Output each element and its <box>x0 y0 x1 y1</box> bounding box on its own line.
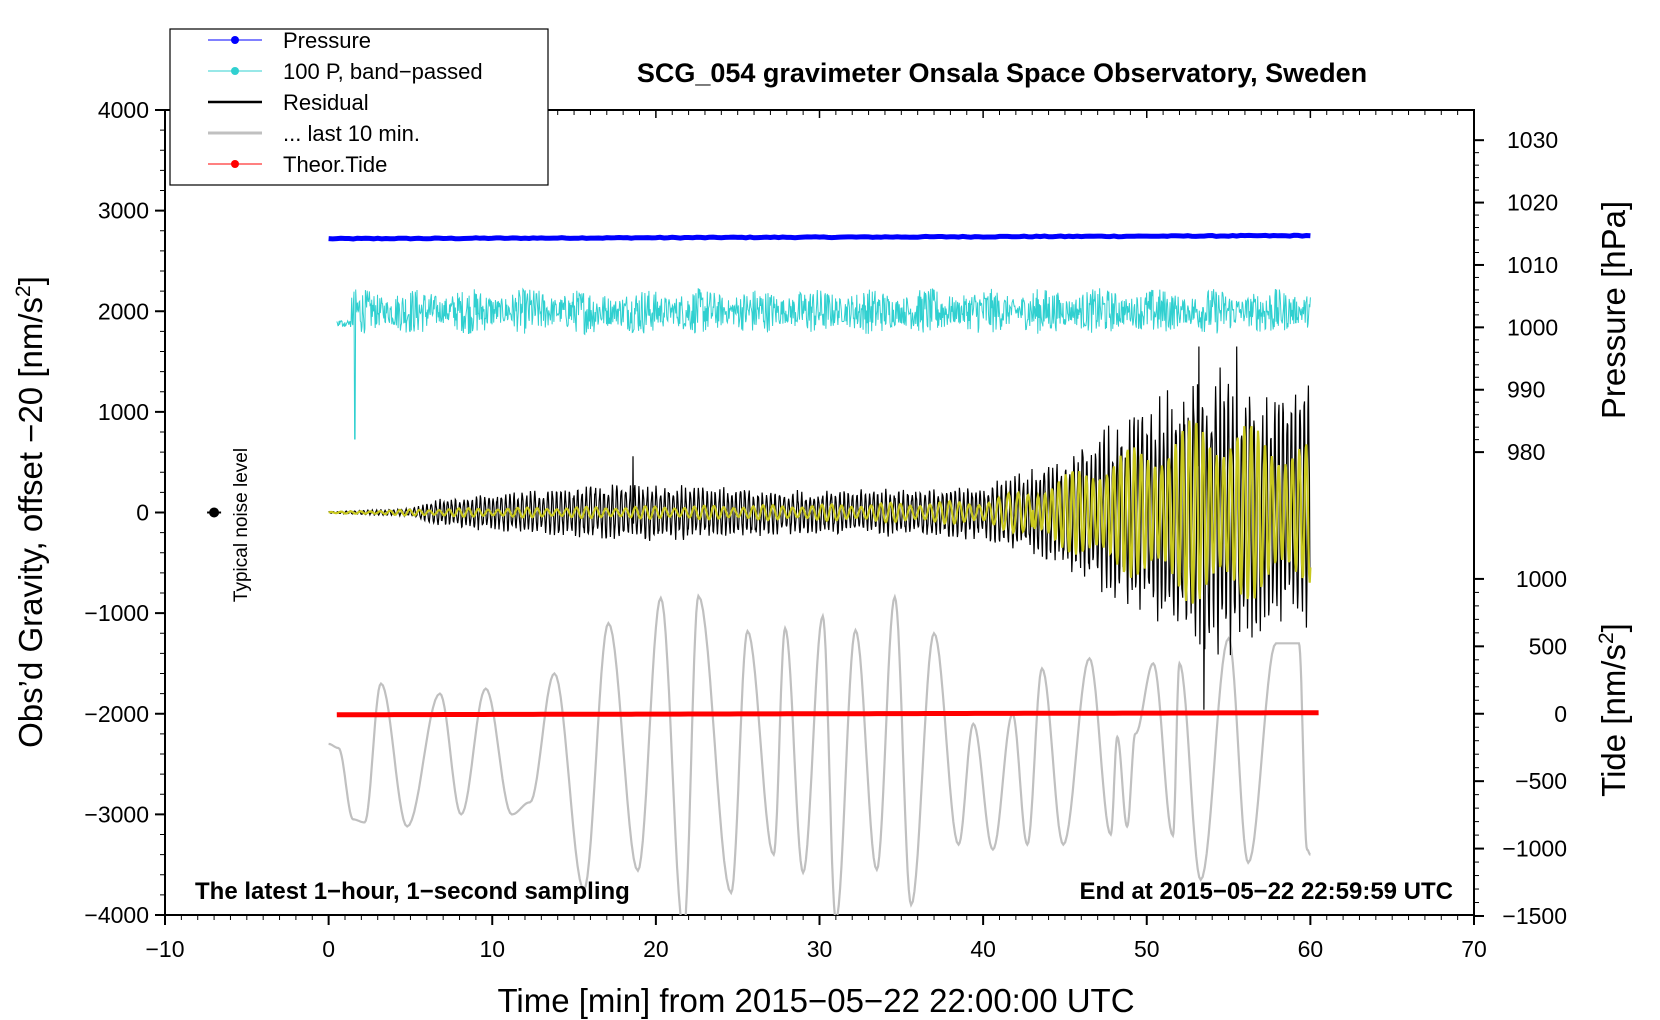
legend-item: ... last 10 min. <box>208 121 420 146</box>
tide-axis-ticks: 1000 500 0 −500 −1000 −1500 <box>1474 566 1567 929</box>
x-axis-ticks: −10 0 10 20 30 40 50 60 70 <box>145 110 1487 962</box>
tide-tick-label: −1000 <box>1502 836 1567 862</box>
legend: Pressure 100 P, band−passed Residual ... la… <box>169 28 549 186</box>
chart-title: SCG_054 gravimeter Onsala Space Observat… <box>637 58 1367 88</box>
pressure-tick-label: 990 <box>1507 377 1545 403</box>
y-tick-label: −2000 <box>84 701 149 727</box>
pressure-tick-label: 980 <box>1507 439 1545 465</box>
legend-label: Residual <box>283 90 369 115</box>
legend-item: Theor.Tide <box>208 152 387 177</box>
tide-tick-label: −1500 <box>1502 903 1567 929</box>
legend-label: ... last 10 min. <box>283 121 420 146</box>
legend-box <box>169 28 549 186</box>
legend-item: 100 P, band−passed <box>208 59 483 84</box>
left-axis-label-end: ] <box>12 276 49 285</box>
tide-tick-label: 0 <box>1554 701 1567 727</box>
minor-ticks <box>160 110 1479 920</box>
x-axis-label: Time [min] from 2015−05−22 22:00:00 UTC <box>497 982 1134 1019</box>
x-tick-label: 30 <box>807 936 833 962</box>
tide-axis-label-main: Tide [nm/s <box>1595 644 1632 797</box>
noise-level-label: Typical noise level <box>231 448 252 602</box>
noise-level-marker <box>207 507 222 518</box>
y-tick-label: 3000 <box>98 198 149 224</box>
left-axis-label: Obs’d Gravity, offset −20 [nm/s2] <box>12 276 49 748</box>
tide-tick-label: 500 <box>1529 633 1567 659</box>
left-axis-label-sup: 2 <box>12 285 35 297</box>
y-tick-label: 1000 <box>98 399 149 425</box>
legend-item: Residual <box>208 90 369 115</box>
series-residual <box>328 346 1311 710</box>
tide-axis-label: Tide [nm/s2] <box>1595 623 1632 797</box>
legend-label: Theor.Tide <box>283 152 387 177</box>
y-tick-label: −3000 <box>84 801 149 827</box>
x-tick-label: 60 <box>1298 936 1324 962</box>
series-last-10-min <box>328 593 1311 915</box>
y-tick-label: 0 <box>136 500 149 526</box>
series-theor-tide <box>336 710 1319 718</box>
x-tick-label: 70 <box>1461 936 1487 962</box>
annotation-left: The latest 1−hour, 1−second sampling <box>195 878 630 905</box>
y-tick-label: 4000 <box>98 97 149 123</box>
y-tick-label: −1000 <box>84 600 149 626</box>
legend-marker <box>231 36 239 44</box>
x-tick-label: −10 <box>145 936 184 962</box>
series-band-passed-pressure <box>336 287 1311 440</box>
x-tick-label: 10 <box>479 936 505 962</box>
series-filtered-residual <box>328 420 1312 604</box>
legend-label: 100 P, band−passed <box>283 59 483 84</box>
tide-axis-label-end: ] <box>1595 623 1632 632</box>
tide-tick-label: 1000 <box>1516 566 1567 592</box>
annotation-right: End at 2015−05−22 22:59:59 UTC <box>1079 878 1453 905</box>
pressure-tick-label: 1010 <box>1507 252 1558 278</box>
tide-axis-label-sup: 2 <box>1595 632 1618 644</box>
pressure-tick-label: 1000 <box>1507 314 1558 340</box>
series-pressure <box>328 232 1311 242</box>
left-axis-ticks: 4000 3000 2000 1000 0 −1000 −2000 −3000 −4000 <box>84 97 165 928</box>
tide-tick-label: −500 <box>1515 768 1567 794</box>
pressure-axis-ticks: 1030 1020 1010 1000 990 980 <box>1474 127 1558 465</box>
pressure-tick-label: 1020 <box>1507 190 1558 216</box>
legend-item: Pressure <box>208 28 371 53</box>
x-tick-label: 20 <box>643 936 669 962</box>
pressure-tick-label: 1030 <box>1507 127 1558 153</box>
pressure-axis-label: Pressure [hPa] <box>1595 201 1632 419</box>
y-tick-label: 2000 <box>98 298 149 324</box>
x-tick-label: 50 <box>1134 936 1160 962</box>
legend-marker <box>231 160 239 168</box>
legend-marker <box>231 67 239 75</box>
x-tick-label: 0 <box>322 936 335 962</box>
left-axis-label-main: Obs’d Gravity, offset −20 [nm/s <box>12 297 49 748</box>
y-tick-label: −4000 <box>84 902 149 928</box>
x-tick-label: 40 <box>970 936 996 962</box>
legend-label: Pressure <box>283 28 371 53</box>
